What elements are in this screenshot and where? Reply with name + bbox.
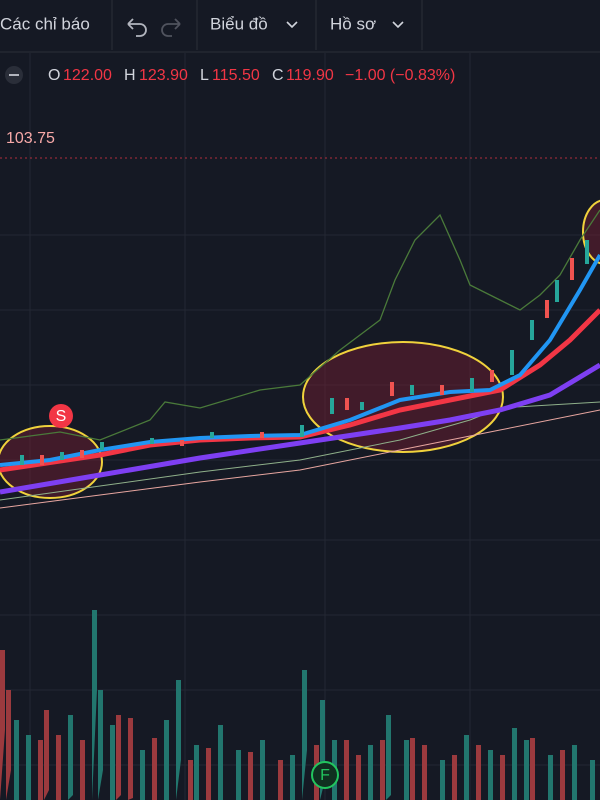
upper-band — [0, 209, 600, 441]
price-line-label: 103.75 — [6, 130, 55, 147]
chevron — [392, 21, 404, 29]
l-value: 115.50 — [212, 67, 260, 84]
ma-mid — [0, 308, 600, 473]
redo-icon — [161, 18, 181, 37]
profile-menu[interactable]: Hồ sơ — [330, 14, 376, 33]
ma-short — [0, 254, 600, 467]
volume-down — [0, 650, 565, 800]
candles-up — [20, 240, 589, 465]
indicators-button[interactable]: Các chỉ báo — [0, 14, 90, 33]
lower-band — [0, 409, 600, 509]
chart-menu[interactable]: Biểu đồ — [210, 14, 268, 33]
h-value: 123.90 — [139, 67, 188, 84]
sell-marker-label: S — [56, 408, 67, 425]
o-value: 122.00 — [63, 67, 112, 84]
h-label: H — [124, 67, 136, 84]
chevron — [286, 21, 298, 29]
o-label: O — [48, 67, 60, 84]
volume-up — [14, 610, 595, 800]
undo-icon[interactable] — [127, 18, 147, 37]
ma-long — [0, 362, 600, 495]
grid — [0, 53, 600, 800]
change: −1.00 (−0.83%) — [345, 67, 455, 84]
f-marker-label: F — [320, 767, 330, 784]
c-label: C — [272, 67, 284, 84]
toolbar — [0, 0, 600, 52]
c-value: 119.90 — [286, 67, 334, 84]
l-label: L — [200, 67, 209, 84]
f-marker[interactable] — [311, 761, 339, 789]
sell-marker[interactable] — [49, 404, 73, 428]
